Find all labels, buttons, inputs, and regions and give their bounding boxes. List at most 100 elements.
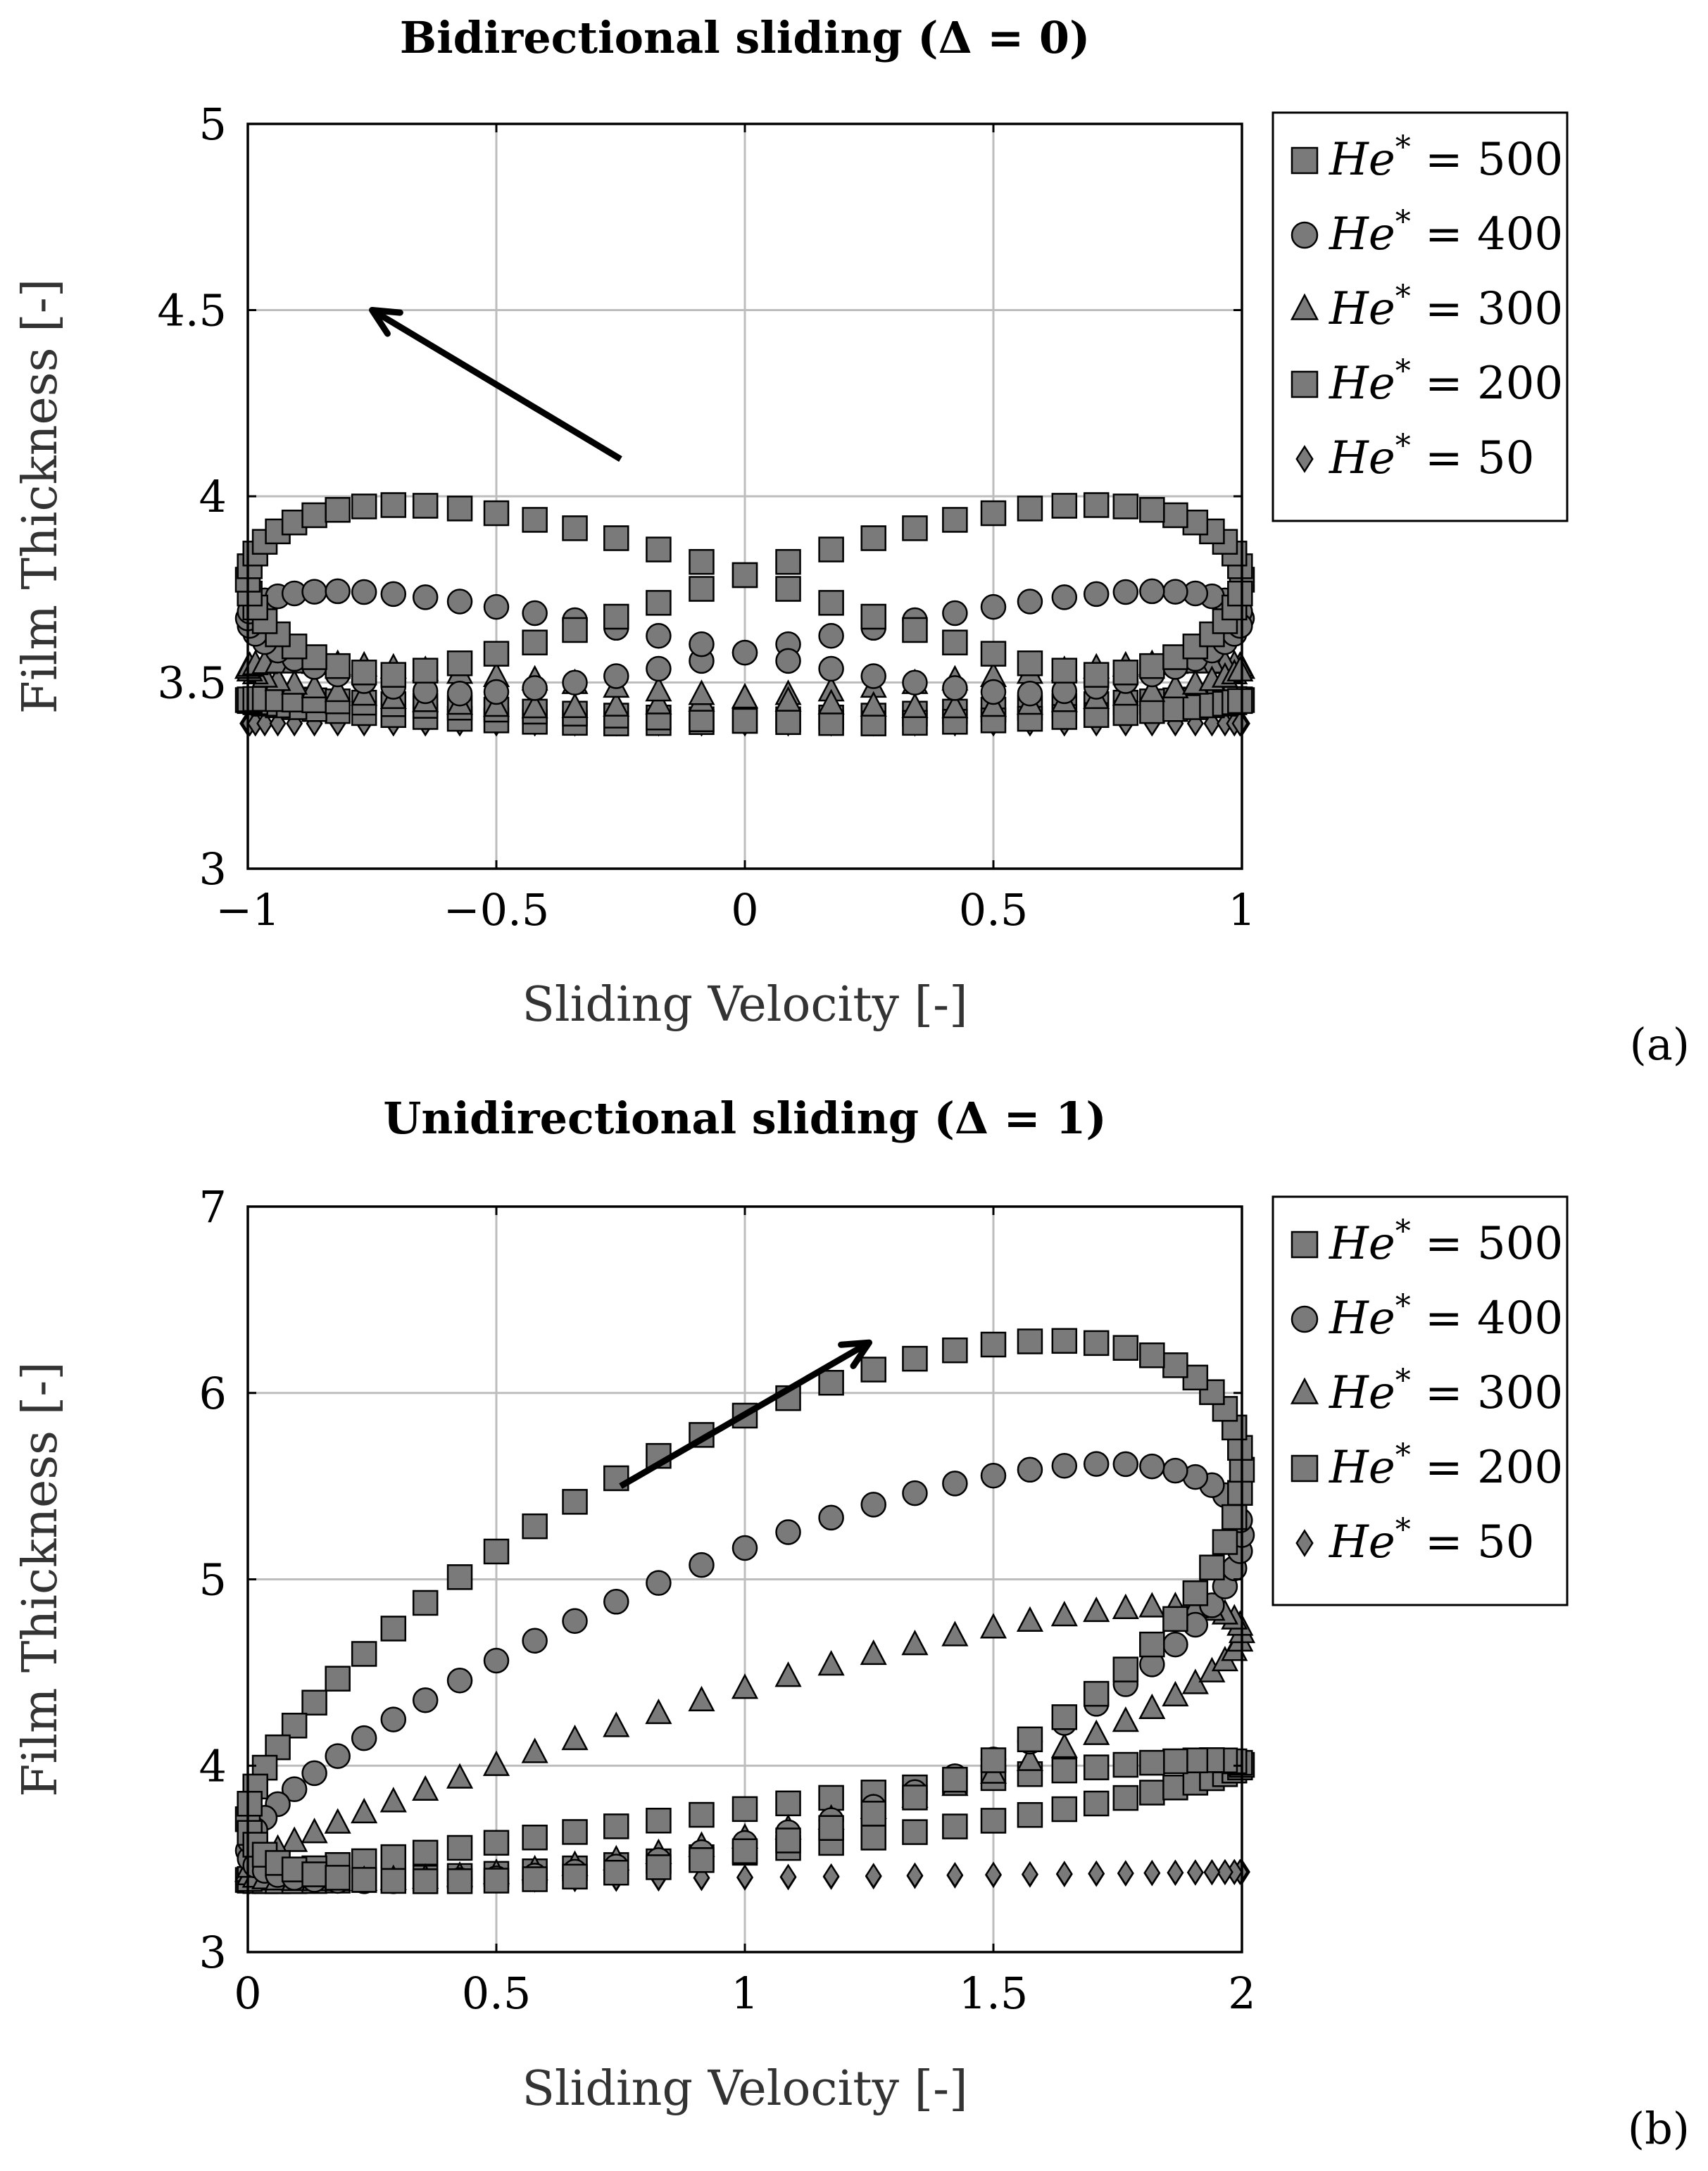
data-point-triangle — [688, 679, 715, 705]
data-point-square — [980, 641, 1007, 667]
legend-marker-square — [1291, 1231, 1319, 1259]
data-point-circle — [860, 663, 886, 689]
data-point-triangle — [603, 1711, 630, 1737]
data-point-triangle — [351, 1797, 378, 1824]
panel-label: (a) — [1630, 1019, 1690, 1070]
data-point-square — [483, 1868, 510, 1894]
data-point-square — [775, 709, 801, 736]
data-point-circle — [980, 679, 1007, 705]
data-point-square — [380, 1616, 407, 1642]
data-point-square — [646, 536, 672, 562]
data-point-square — [380, 662, 407, 688]
x-axis-label: Sliding Velocity [-] — [522, 2061, 967, 2117]
legend-marker-circle — [1291, 1305, 1319, 1333]
data-point-triangle — [901, 692, 929, 718]
legend-marker-circle — [1291, 221, 1319, 249]
data-point-square — [325, 1666, 351, 1692]
data-point-circle — [1162, 1631, 1188, 1658]
data-point-square — [1051, 1796, 1078, 1823]
legend-label: He* = 400 — [1329, 1288, 1563, 1345]
data-point-square — [731, 562, 758, 589]
data-point-square — [1227, 688, 1253, 715]
data-point-circle — [522, 600, 548, 627]
x-tick-label: 1 — [731, 1968, 758, 2019]
y-tick-label: 5 — [199, 99, 227, 150]
chart-panel-a: Bidirectional sliding (Δ = 0) −1 −0.5 0 0.5 1… — [13, 12, 1690, 1070]
data-point-square — [860, 1357, 886, 1383]
data-point-diamond — [1217, 1858, 1233, 1885]
data-point-square — [818, 1815, 844, 1841]
data-point-square — [1182, 1580, 1209, 1606]
data-point-square — [731, 1796, 758, 1823]
data-point-square — [522, 507, 548, 533]
data-point-square — [1017, 1328, 1043, 1354]
data-point-square — [1162, 1748, 1188, 1775]
data-point-circle — [603, 1589, 629, 1615]
data-point-square — [902, 1345, 928, 1372]
series-group — [234, 1328, 1256, 1894]
data-point-circle — [860, 1492, 886, 1518]
data-point-square — [980, 500, 1007, 527]
data-point-diamond — [736, 1864, 753, 1891]
data-point-square — [1051, 1757, 1078, 1784]
data-point-circle — [942, 1471, 968, 1497]
data-point-square — [237, 1791, 263, 1817]
legend-entry: He* = 200 — [1291, 1437, 1563, 1494]
data-point-circle — [1051, 584, 1078, 610]
legend-entry: He* = 400 — [1291, 1288, 1563, 1345]
data-point-triangle — [645, 676, 672, 702]
data-point-square — [446, 1835, 473, 1861]
data-point-triangle — [688, 1685, 715, 1712]
data-point-square — [562, 515, 588, 541]
data-point-square — [603, 525, 629, 551]
data-point-square — [1051, 657, 1078, 684]
data-point-triangle — [1112, 1593, 1139, 1619]
data-point-circle — [818, 1504, 844, 1531]
data-point-triangle — [941, 1621, 969, 1647]
data-point-circle — [689, 1552, 715, 1578]
data-point-circle — [446, 681, 473, 707]
data-point-triangle — [817, 1650, 845, 1676]
data-point-square — [483, 1830, 510, 1856]
data-point-circle — [483, 1647, 510, 1674]
data-point-triangle — [1083, 1596, 1110, 1623]
legend-marker-square — [1291, 1454, 1319, 1483]
data-point-square — [1162, 502, 1188, 529]
data-point-square — [1227, 580, 1253, 607]
data-point-triangle — [1050, 1600, 1078, 1627]
data-point-triangle — [1016, 1745, 1044, 1771]
chart-title: Bidirectional sliding (Δ = 0) — [400, 12, 1091, 63]
data-point-circle — [301, 579, 327, 605]
data-point-square — [1051, 1704, 1078, 1730]
legend-entry: He* = 50 — [1295, 1512, 1534, 1568]
legend-marker-square — [1291, 370, 1319, 398]
annotation-arrowhead — [838, 1339, 872, 1369]
data-point-square — [1017, 650, 1043, 677]
data-point-triangle — [603, 691, 630, 717]
legend-label: He* = 500 — [1329, 130, 1563, 186]
data-point-square — [1112, 1656, 1139, 1682]
data-point-square — [731, 707, 758, 734]
data-point-square — [1112, 493, 1139, 520]
data-point-circle — [483, 593, 510, 620]
data-point-square — [603, 1813, 629, 1839]
legend-marker-diamond — [1295, 445, 1314, 473]
data-point-triangle — [521, 1737, 548, 1763]
data-point-circle — [412, 584, 439, 610]
data-point-circle — [731, 639, 758, 666]
data-point-square — [412, 1868, 439, 1894]
data-point-square — [1083, 1680, 1110, 1707]
data-point-triangle — [901, 1630, 929, 1656]
data-point-square — [1051, 493, 1078, 519]
data-point-diamond — [1055, 1861, 1073, 1887]
data-point-triangle — [379, 1787, 407, 1813]
data-point-square — [902, 1819, 928, 1845]
data-point-square — [1112, 1335, 1139, 1361]
data-point-square — [1017, 1726, 1043, 1753]
data-point-circle — [325, 578, 351, 605]
data-point-square — [942, 507, 968, 533]
y-tick-label: 4 — [199, 1740, 227, 1792]
legend-label: He* = 300 — [1329, 1363, 1563, 1419]
data-point-triangle — [1162, 672, 1189, 699]
data-point-square — [980, 1747, 1007, 1773]
